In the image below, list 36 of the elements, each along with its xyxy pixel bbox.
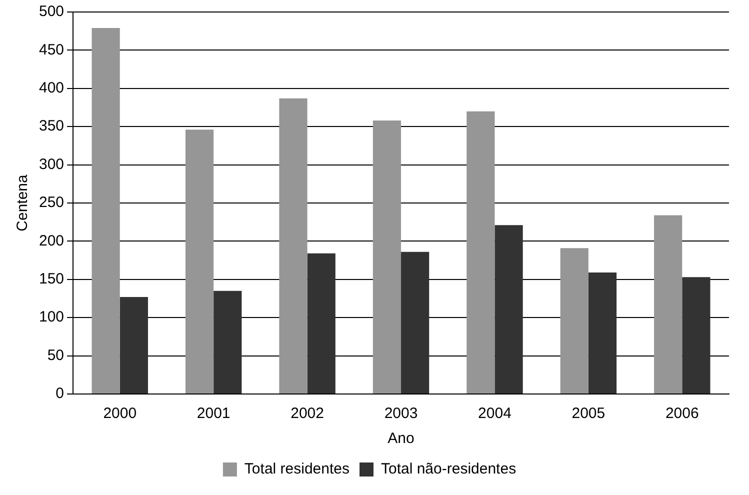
x-tick-label: 2001 [196,405,230,422]
bar [92,28,120,394]
bar [120,296,148,394]
bar [494,225,523,394]
bar [401,252,430,394]
y-tick-label: 500 [38,3,64,20]
bar [185,130,214,394]
x-tick-label: 2004 [478,405,512,422]
bar [682,277,710,394]
bar [214,290,242,394]
legend-label: Total não-residentes [380,460,516,478]
y-tick-label: 50 [47,346,64,364]
y-tick-label: 150 [38,270,64,288]
x-tick-label: 2005 [572,405,606,422]
y-tick-label: 250 [38,194,64,212]
x-tick-label: 2000 [103,405,137,422]
bar [654,215,682,394]
bar [372,120,402,394]
y-tick-label: 0 [56,385,64,402]
y-tick-label: 200 [38,232,64,250]
y-tick-label: 450 [38,41,64,58]
y-tick-label: 350 [38,118,64,135]
bar [588,272,617,394]
x-tick-label: 2003 [384,405,418,422]
x-tick-label: 2006 [665,405,699,422]
x-tick-label: 2002 [290,405,324,422]
bar [466,111,495,394]
legend-label: Total residentes [244,460,350,478]
bar [279,98,308,394]
bar [560,248,588,394]
y-axis-title: Centena [14,174,32,232]
y-tick-label: 400 [38,80,64,97]
x-axis-title: Ano [388,430,414,448]
bar [307,253,336,394]
y-tick-label: 100 [38,308,64,326]
y-tick-label: 300 [38,156,64,173]
